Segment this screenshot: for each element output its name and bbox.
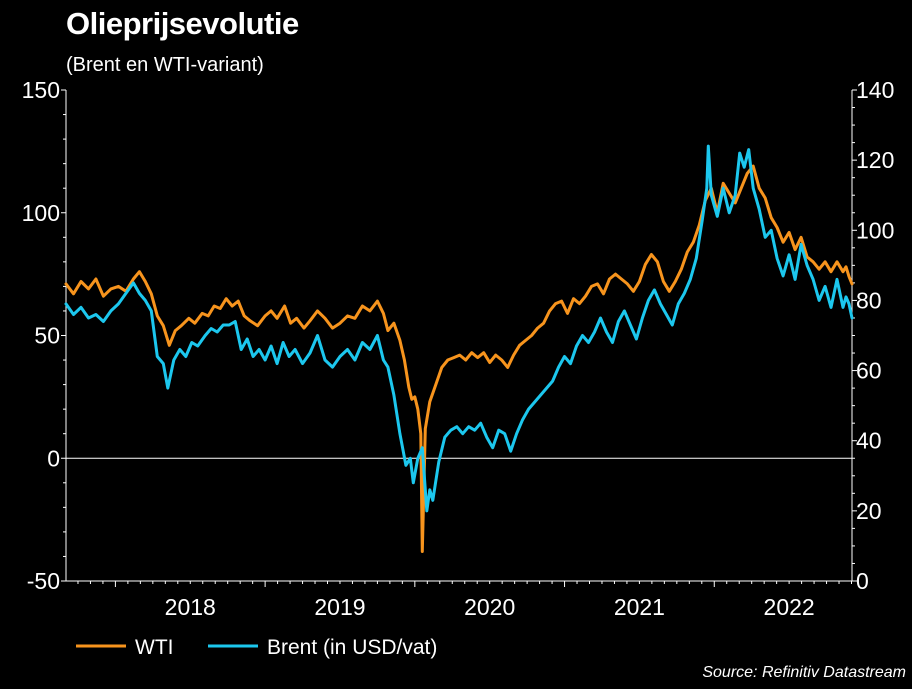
x-tick-label: 2018 (165, 594, 216, 620)
right-tick-label: 40 (856, 428, 882, 454)
x-tick-label: 2021 (614, 594, 665, 620)
left-tick-label: 50 (34, 323, 60, 349)
legend-wti-label: WTI (135, 636, 173, 659)
left-tick-label: 0 (47, 445, 60, 471)
source-note: Source: Refinitiv Datastream (702, 664, 906, 681)
x-tick-label: 2019 (314, 594, 365, 620)
axes: 150 100 50 0 -50 140 120 100 80 60 40 20 0 2018 2019 20… (22, 77, 895, 620)
wti-series-line (64, 164, 854, 553)
legend: WTI Brent (in USD/vat) (76, 636, 437, 659)
legend-brent-label: Brent (in USD/vat) (267, 636, 437, 659)
x-tick-label: 2020 (464, 594, 515, 620)
chart-subtitle: (Brent en WTI-variant) (66, 54, 264, 76)
x-tick-label: 2022 (764, 594, 815, 620)
right-tick-label: 100 (856, 217, 894, 243)
left-tick-label: 150 (22, 77, 60, 103)
right-tick-label: 0 (856, 568, 869, 594)
brent-series-line (64, 144, 854, 513)
series-layer (64, 144, 854, 553)
right-tick-label: 80 (856, 287, 882, 313)
left-tick-label: 100 (22, 200, 60, 226)
chart-title: Olieprijsevolutie (66, 6, 299, 41)
left-tick-label: -50 (27, 568, 60, 594)
right-tick-label: 120 (856, 147, 894, 173)
right-tick-label: 20 (856, 498, 882, 524)
right-tick-label: 60 (856, 358, 882, 384)
right-tick-label: 140 (856, 77, 894, 103)
